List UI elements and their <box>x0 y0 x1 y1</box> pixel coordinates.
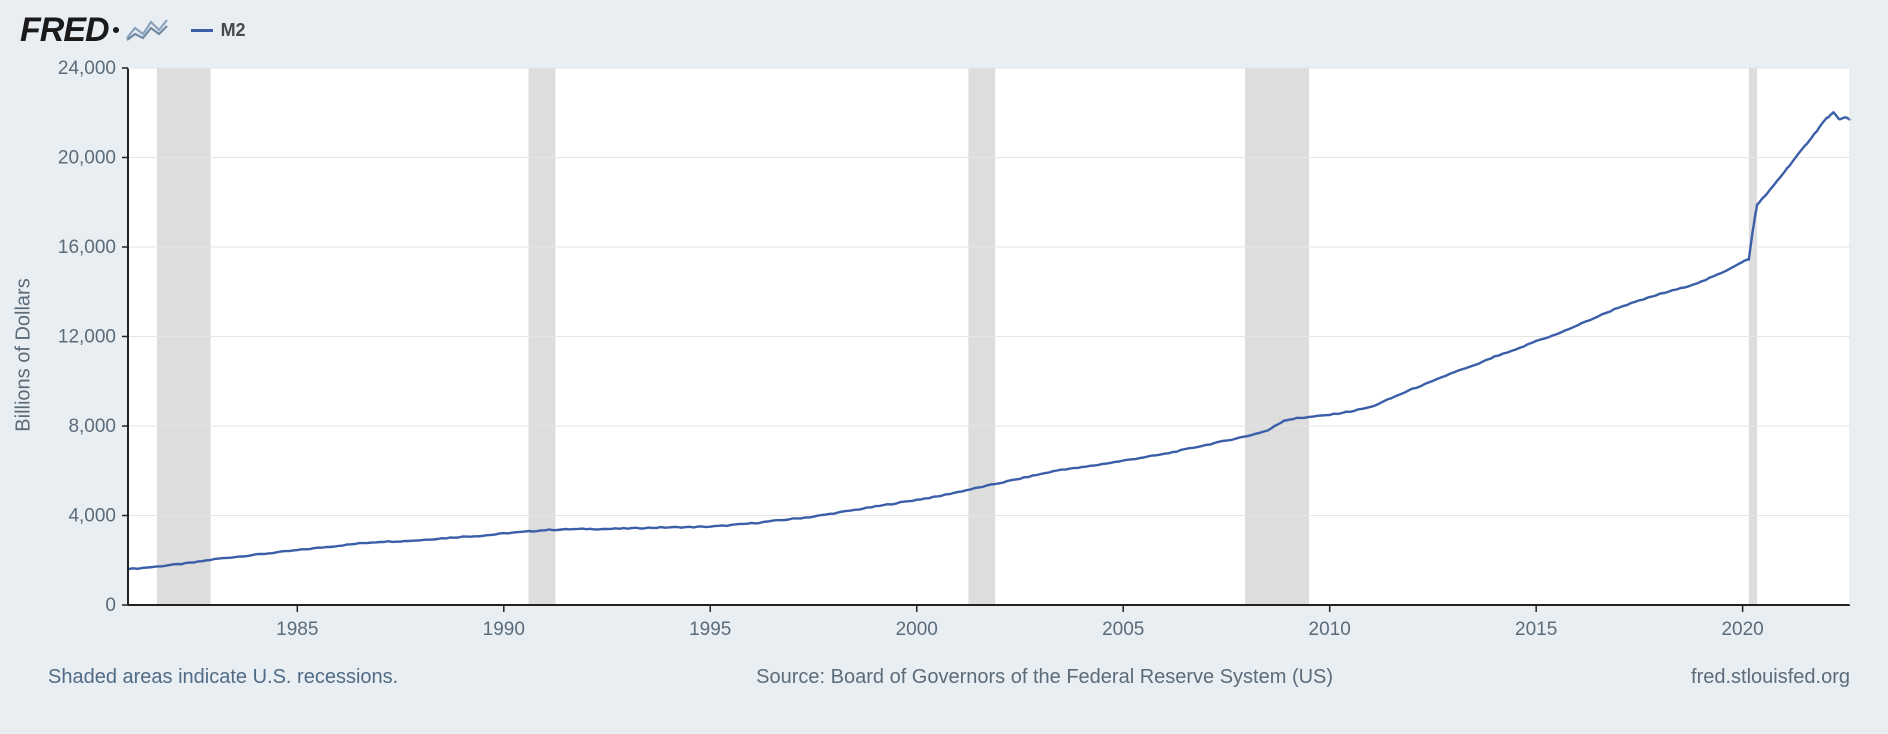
fred-logo: FRED <box>20 11 171 50</box>
svg-text:24,000: 24,000 <box>58 58 116 79</box>
fred-logo-dot <box>113 27 119 33</box>
line-chart-svg: 0 4,000 8,000 12,000 16,000 20,000 24,000 1985 1… <box>18 50 1870 660</box>
y-axis-label: Billions of Dollars <box>13 278 36 431</box>
sparkline-icon <box>125 16 171 44</box>
legend-swatch <box>191 29 213 32</box>
fred-chart-container: FRED M2 Billions of Dollars 0 4,000 8,000 1… <box>0 0 1888 734</box>
series-legend: M2 <box>191 20 246 41</box>
svg-text:1995: 1995 <box>689 619 731 640</box>
svg-text:1990: 1990 <box>483 619 525 640</box>
svg-text:2005: 2005 <box>1102 619 1144 640</box>
svg-text:2000: 2000 <box>896 619 938 640</box>
footer-recession-note: Shaded areas indicate U.S. recessions. <box>48 666 398 689</box>
footer-attribution: fred.stlouisfed.org <box>1691 666 1850 689</box>
svg-text:0: 0 <box>105 595 116 616</box>
svg-text:2015: 2015 <box>1515 619 1557 640</box>
chart-header: FRED M2 <box>18 10 1870 50</box>
svg-text:4,000: 4,000 <box>68 506 116 527</box>
footer-source: Source: Board of Governors of the Federa… <box>756 666 1333 689</box>
svg-text:16,000: 16,000 <box>58 237 116 258</box>
svg-text:20,000: 20,000 <box>58 148 116 169</box>
svg-text:2020: 2020 <box>1721 619 1763 640</box>
chart-footer: Shaded areas indicate U.S. recessions. S… <box>18 660 1870 689</box>
svg-text:1985: 1985 <box>276 619 318 640</box>
chart-area: Billions of Dollars 04,0008,00012,00016,… <box>18 50 1870 660</box>
svg-text:2010: 2010 <box>1309 619 1351 640</box>
fred-logo-text: FRED <box>20 11 109 50</box>
legend-label: M2 <box>221 20 246 41</box>
svg-text:8,000: 8,000 <box>68 416 116 437</box>
svg-text:12,000: 12,000 <box>58 327 116 348</box>
